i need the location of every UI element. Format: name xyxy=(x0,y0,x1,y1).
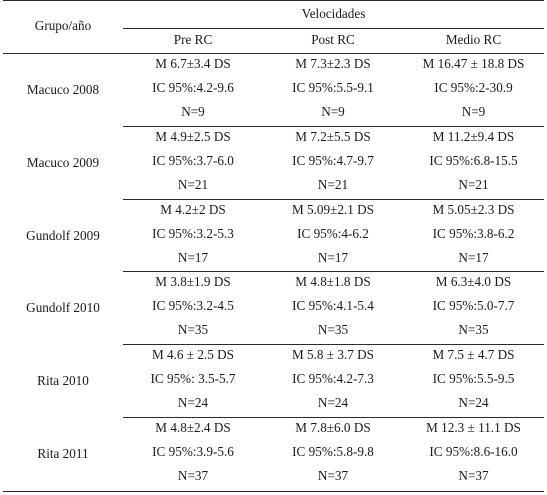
results-table: Grupo/año Velocidades Pre RC Post RC Med… xyxy=(3,0,544,495)
rule-row-1 xyxy=(123,126,544,127)
mean-sd-value: M 6.7±3.4 DS xyxy=(155,56,231,71)
confidence-interval-value: IC 95%:5.5-9.5 xyxy=(432,371,515,386)
confidence-interval-value: IC 95%:4.2-7.3 xyxy=(292,371,374,386)
sample-size-value: N=21 xyxy=(317,177,349,192)
mean-sd-value: M 4.2±2 DS xyxy=(160,202,226,217)
confidence-interval-value: IC 95%:3.7-6.0 xyxy=(152,153,234,168)
confidence-interval-value: IC 95%:5.0-7.7 xyxy=(432,298,515,313)
rule-row-4 xyxy=(123,344,544,345)
mean-sd-value: M 7.3±2.3 DS xyxy=(295,56,371,71)
mean-sd-value: M 7.2±5.5 DS xyxy=(295,129,371,144)
confidence-interval-value: IC 95%:3.9-5.6 xyxy=(152,444,234,459)
confidence-interval-value: IC 95%:4.7-9.7 xyxy=(292,153,374,168)
mean-sd-value: M 5.05±2.3 DS xyxy=(432,202,515,217)
mean-sd-value: M 5.8 ± 3.7 DS xyxy=(292,347,374,362)
rule-under-header xyxy=(3,53,544,54)
sample-size-value: N=24 xyxy=(458,395,489,410)
sample-size-value: N=9 xyxy=(321,104,345,119)
sample-size-value: N=9 xyxy=(181,104,205,119)
sample-size-value: N=35 xyxy=(317,322,349,337)
mean-sd-value: M 16.47 ± 18.8 DS xyxy=(422,56,525,71)
sample-size-value: N=37 xyxy=(458,468,489,483)
rule-row-3 xyxy=(123,271,544,272)
group-label: Rita 2010 xyxy=(37,372,89,388)
confidence-interval-value: IC 95%:5.5-9.1 xyxy=(292,80,374,95)
sample-size-value: N=24 xyxy=(317,395,349,410)
mean-sd-value: M 7.8±6.0 DS xyxy=(295,420,371,435)
group-label: Gundolf 2010 xyxy=(26,299,100,315)
confidence-interval-value: IC 95%:3.8-6.2 xyxy=(432,226,515,241)
confidence-interval-value: IC 95%:5.8-9.8 xyxy=(292,444,374,459)
sample-size-value: N=21 xyxy=(177,177,209,192)
confidence-interval-value: IC 95%:4.1-5.4 xyxy=(292,298,374,313)
mean-sd-value: M 4.8±1.8 DS xyxy=(295,274,371,289)
confidence-interval-value: IC 95%: 3.5-5.7 xyxy=(150,371,236,386)
sample-size-value: N=17 xyxy=(458,250,489,265)
rule-top xyxy=(3,0,544,1)
mean-sd-value: M 5.09±2.1 DS xyxy=(292,202,374,217)
mean-sd-value: M 4.6 ± 2.5 DS xyxy=(152,347,234,362)
sample-size-value: N=21 xyxy=(458,177,489,192)
mean-sd-value: M 4.8±2.4 DS xyxy=(155,420,231,435)
group-label: Macuco 2009 xyxy=(26,154,100,170)
mean-sd-value: M 12.3 ± 11.1 DS xyxy=(426,420,521,435)
sample-size-value: N=17 xyxy=(317,250,349,265)
sample-size-value: N=37 xyxy=(177,468,209,483)
rule-row-2 xyxy=(123,199,544,200)
mean-sd-value: M 3.8±1.9 DS xyxy=(155,274,231,289)
mean-sd-value: M 7.5 ± 4.7 DS xyxy=(432,347,515,362)
sample-size-value: N=35 xyxy=(177,322,209,337)
mean-sd-value: M 11.2±9.4 DS xyxy=(432,129,515,144)
header-group-year: Grupo/año xyxy=(34,18,92,33)
sample-size-value: N=37 xyxy=(317,468,349,483)
confidence-interval-value: IC 95%:6.8-15.5 xyxy=(429,153,518,168)
group-label: Rita 2011 xyxy=(37,445,89,461)
confidence-interval-value: IC 95%:3.2-5.3 xyxy=(152,226,234,241)
sample-size-value: N=35 xyxy=(458,322,489,337)
group-label: Macuco 2008 xyxy=(26,81,100,97)
confidence-interval-value: IC 95%:3.2-4.5 xyxy=(152,298,234,313)
sample-size-value: N=9 xyxy=(461,104,486,119)
confidence-interval-value: IC 95%:2-30.9 xyxy=(434,80,513,95)
rule-under-velocities xyxy=(123,28,544,29)
header-col-pre-rc: Pre RC xyxy=(173,32,213,47)
header-col-post-rc: Post RC xyxy=(311,32,355,47)
group-label: Gundolf 2009 xyxy=(26,227,100,243)
sample-size-value: N=24 xyxy=(177,395,209,410)
confidence-interval-value: IC 95%:4-6.2 xyxy=(297,226,369,241)
header-velocities: Velocidades xyxy=(301,6,366,21)
confidence-interval-value: IC 95%:8.6-16.0 xyxy=(429,444,518,459)
mean-sd-value: M 6.3±4.0 DS xyxy=(435,274,512,289)
rule-bottom xyxy=(3,491,544,492)
sample-size-value: N=17 xyxy=(177,250,209,265)
header-col-medio-rc: Medio RC xyxy=(445,32,502,47)
confidence-interval-value: IC 95%:4.2-9.6 xyxy=(152,80,234,95)
mean-sd-value: M 4.9±2.5 DS xyxy=(155,129,231,144)
rule-row-5 xyxy=(123,417,544,418)
